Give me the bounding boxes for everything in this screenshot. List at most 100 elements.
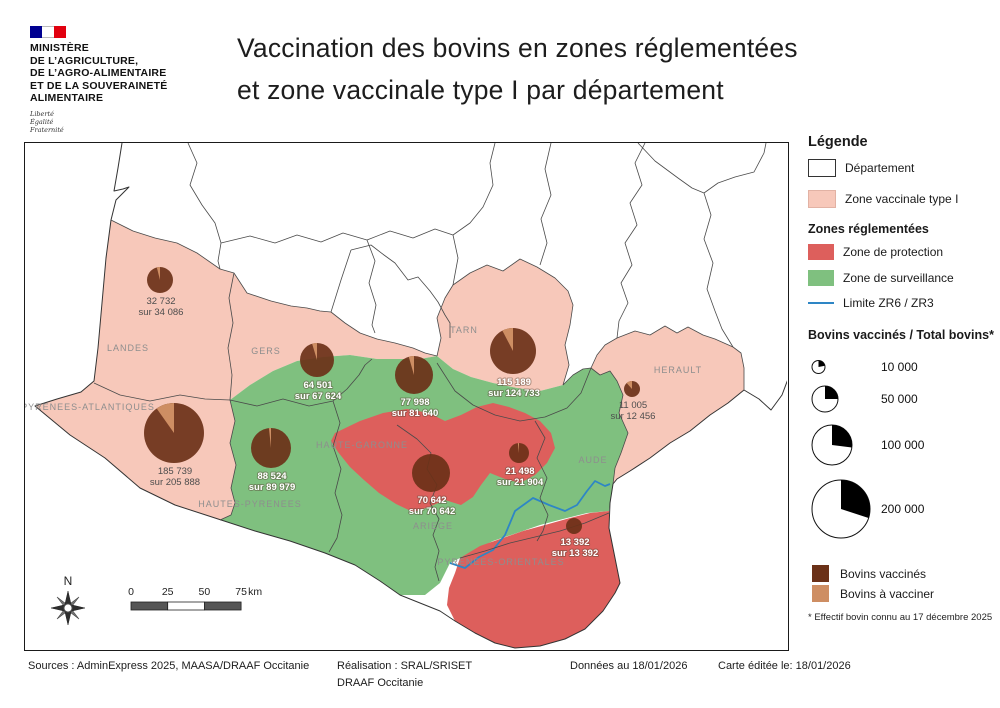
pie-size-legend: 10 000 50 000 100 000 200 000 [811, 360, 925, 539]
legend-item-bovins-vaccines: Bovins vaccinés [808, 565, 994, 582]
department-border [703, 192, 734, 348]
flag-white [42, 26, 54, 38]
legend-panel: Légende Département Zone vaccinale type … [808, 134, 994, 623]
bovins-a-vacciner-swatch [812, 585, 829, 602]
title-line-2: et zone vaccinale type I par département [237, 75, 724, 105]
pie-to-vaccinate-slice [268, 428, 271, 448]
bovins-vaccines-swatch [812, 565, 829, 582]
ministry-logo: MINISTÈRE DE L’AGRICULTURE, DE L’AGRO-ALIM… [30, 26, 220, 134]
sources-text: Sources : AdminExpress 2025, MAASA/DRAAF… [28, 660, 310, 672]
department-border [93, 382, 231, 402]
pie-vaccinated-slice [412, 454, 450, 492]
scalebar-segment-3 [203, 601, 242, 611]
pie-value-total: sur 34 086 [139, 307, 184, 318]
department-label-landes: LANDES [107, 343, 149, 353]
limite-label: Limite ZR6 / ZR3 [843, 296, 934, 310]
department-border [590, 367, 629, 485]
motto-line: Égalité [30, 117, 54, 126]
flag-red [54, 26, 66, 38]
ministry-line: ALIMENTAIRE [30, 92, 104, 104]
pie-value-vaccinated: 115 189 [497, 377, 531, 388]
department-label-herault: HERAULT [654, 365, 702, 375]
size-pie-wedge [818, 360, 825, 367]
scalebar-segment-1 [130, 601, 169, 611]
zone-protection-label: Zone de protection [843, 245, 944, 259]
zone-surveillance-label: Zone de surveillance [843, 271, 954, 285]
pie-to-vaccinate-slice [156, 267, 160, 280]
legend-item-departement: Département [808, 159, 994, 177]
department-border [187, 143, 222, 270]
region-zone-vaccinale-ouest [35, 220, 437, 520]
motto-line: Fraternité [30, 125, 64, 134]
pie-value-total: sur 12 456 [611, 411, 656, 422]
pie-value-vaccinated: 13 392 [560, 537, 589, 548]
department-border [616, 143, 646, 339]
bovins-vaccines-label: Bovins vaccinés [840, 566, 927, 581]
department-label-hautes-pyrenees: HAUTES-PYRENEES [198, 499, 302, 509]
scalebar-tick: 75 [235, 586, 247, 598]
north-arrow-icon: N [50, 574, 86, 626]
size-pie-label: 10 000 [881, 360, 918, 374]
scale-bar: 0 25 50 75 km [128, 586, 262, 611]
limite-zr6-zr3-path [449, 480, 611, 569]
map-frame: LANDES GERS TARN HERAULT PYRENEES-ATLANTIQUE… [24, 142, 789, 651]
legend-footnote: * Effectif bovin connu au 17 décembre 20… [808, 612, 993, 623]
department-label-haute-garonne: HAUTE-GARONNE [316, 440, 408, 450]
size-pie-50000: 50 000 [811, 385, 918, 413]
department-border [534, 420, 549, 542]
pie-value-total: sur 13 392 [552, 548, 598, 559]
region-zone-protection-centre [331, 403, 555, 512]
limite-zr6-zr3-line [449, 480, 611, 569]
department-border [330, 311, 438, 357]
french-flag-icon [30, 26, 66, 38]
pie-value-vaccinated: 21 498 [505, 466, 534, 477]
ministry-line: DE L’AGRO-ALIMENTAIRE [30, 67, 167, 79]
size-pie-label: 100 000 [881, 438, 925, 452]
size-pie-label: 200 000 [881, 502, 925, 516]
department-label-gers: GERS [251, 346, 281, 356]
department-border [637, 143, 767, 194]
scalebar-tick: 25 [162, 586, 174, 598]
size-pie-wedge [825, 386, 838, 399]
pie-to-vaccinate-slice [626, 381, 632, 389]
pie-value-vaccinated: 64 501 [303, 380, 333, 391]
department-border [366, 239, 377, 334]
pie-legend-title: Bovins vaccinés / Total bovins* [808, 328, 994, 342]
department-label-ariege: ARIEGE [413, 521, 453, 531]
limite-line-swatch [808, 302, 834, 304]
department-labels: LANDES GERS TARN HERAULT PYRENEES-ATLANTIQUE… [25, 325, 702, 567]
region-zone-vaccinale-herault [591, 326, 744, 484]
pie-value-total: sur 205 888 [150, 477, 200, 488]
bovins-a-vacciner-label: Bovins à vacciner [840, 586, 935, 601]
title-line-1: Vaccination des bovins en zones réglemen… [237, 33, 798, 63]
legend-item-bovins-a-vacciner: Bovins à vacciner [808, 585, 994, 602]
pie-value-total: sur 124 733 [488, 388, 540, 399]
ministry-motto: Liberté Égalité Fraternité [30, 110, 220, 134]
size-pie-10000: 10 000 [811, 360, 918, 374]
department-border [220, 143, 496, 244]
zone-vaccinale-label: Zone vaccinale type I [845, 192, 959, 206]
pie-value-total: sur 21 904 [497, 477, 544, 488]
pie-value-vaccinated: 32 732 [146, 296, 175, 307]
legend-item-surveillance: Zone de surveillance [808, 270, 994, 286]
realisation-text: Réalisation : SRAL/SRISET DRAAF Occitani… [337, 658, 472, 692]
pie-to-vaccinate-slice [517, 443, 519, 453]
coastline [34, 143, 787, 649]
pie-value-vaccinated: 185 739 [158, 466, 192, 477]
department-border [350, 244, 451, 338]
department-borders [34, 143, 787, 649]
ministry-line: ET DE LA SOUVERAINETÉ [30, 79, 168, 92]
zone-vaccinale-swatch [808, 190, 836, 208]
department-border [330, 249, 352, 313]
scalebar-segment-2 [167, 601, 205, 611]
pie-value-vaccinated: 70 642 [417, 495, 446, 506]
pie-value-total: sur 81 640 [392, 408, 438, 419]
department-border [452, 234, 459, 286]
pie-value-vaccinated: 88 524 [257, 471, 287, 482]
